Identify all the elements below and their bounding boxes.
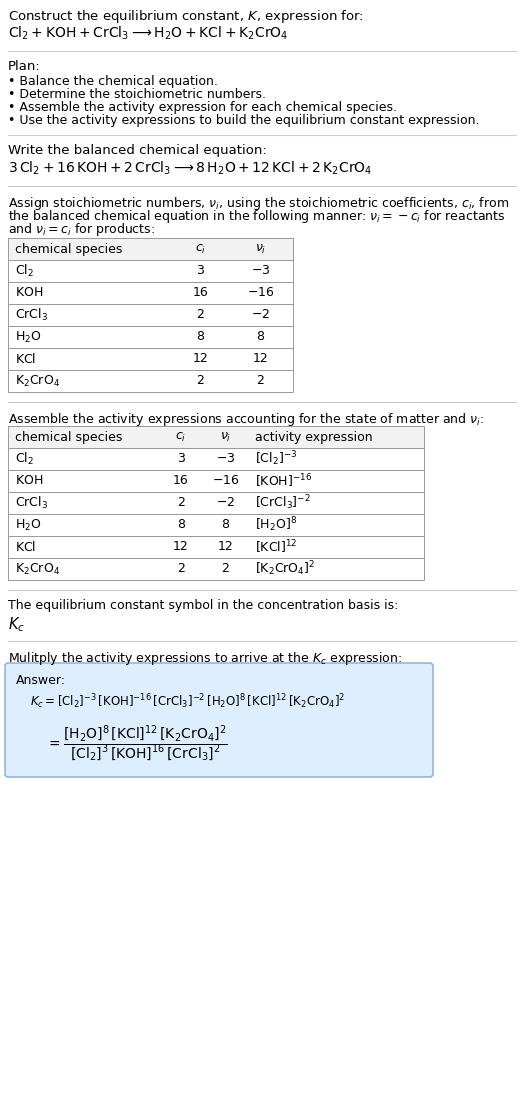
Text: $K_c$: $K_c$ — [8, 615, 25, 634]
Text: the balanced chemical equation in the following manner: $\nu_i = -c_i$ for react: the balanced chemical equation in the fo… — [8, 208, 506, 225]
Text: $-16$: $-16$ — [247, 287, 274, 300]
Text: $[\mathrm{CrCl_3}]^{-2}$: $[\mathrm{CrCl_3}]^{-2}$ — [255, 494, 311, 513]
Text: $[\mathrm{KOH}]^{-16}$: $[\mathrm{KOH}]^{-16}$ — [255, 472, 312, 490]
Bar — [8, 558, 424, 580]
Text: • Use the activity expressions to build the equilibrium constant expression.: • Use the activity expressions to build … — [8, 114, 479, 127]
Text: 12: 12 — [193, 353, 209, 365]
Bar — [8, 349, 293, 370]
Bar — [8, 492, 424, 514]
Text: $[\mathrm{Cl_2}]^{-3}$: $[\mathrm{Cl_2}]^{-3}$ — [255, 450, 297, 469]
Bar — [8, 448, 424, 470]
Text: chemical species: chemical species — [15, 243, 123, 256]
Text: 8: 8 — [177, 518, 185, 532]
Bar — [8, 514, 424, 536]
Text: 3: 3 — [196, 265, 204, 278]
Text: • Determine the stoichiometric numbers.: • Determine the stoichiometric numbers. — [8, 88, 266, 101]
Text: activity expression: activity expression — [255, 430, 373, 443]
Text: 2: 2 — [222, 563, 230, 576]
Text: $\mathrm{KOH}$: $\mathrm{KOH}$ — [15, 474, 43, 488]
Text: 8: 8 — [222, 518, 230, 532]
Text: 12: 12 — [253, 353, 268, 365]
Bar — [8, 238, 293, 260]
Text: $\mathrm{KOH}$: $\mathrm{KOH}$ — [15, 287, 43, 300]
Text: $-2$: $-2$ — [251, 309, 270, 321]
Text: 16: 16 — [193, 287, 209, 300]
Text: $\mathrm{3\,Cl_2 + 16\,KOH + 2\,CrCl_3 \longrightarrow 8\,H_2O + 12\,KCl + 2\,K_: $\mathrm{3\,Cl_2 + 16\,KOH + 2\,CrCl_3 \… — [8, 160, 373, 178]
Text: 12: 12 — [217, 540, 233, 554]
Text: $c_i$: $c_i$ — [195, 243, 206, 256]
Text: Mulitply the activity expressions to arrive at the $K_c$ expression:: Mulitply the activity expressions to arr… — [8, 650, 402, 667]
Text: $\mathrm{H_2O}$: $\mathrm{H_2O}$ — [15, 517, 41, 533]
Text: $\mathrm{H_2O}$: $\mathrm{H_2O}$ — [15, 330, 41, 344]
Text: $\nu_i$: $\nu_i$ — [220, 430, 231, 443]
Text: 12: 12 — [173, 540, 189, 554]
Text: $[\mathrm{KCl}]^{12}$: $[\mathrm{KCl}]^{12}$ — [255, 538, 298, 556]
Text: $\mathrm{Cl_2 + KOH + CrCl_3 \longrightarrow H_2O + KCl + K_2CrO_4}$: $\mathrm{Cl_2 + KOH + CrCl_3 \longrighta… — [8, 25, 288, 42]
Text: $[\mathrm{H_2O}]^{8}$: $[\mathrm{H_2O}]^{8}$ — [255, 515, 297, 534]
Text: $-2$: $-2$ — [216, 496, 235, 510]
Text: Construct the equilibrium constant, $K$, expression for:: Construct the equilibrium constant, $K$,… — [8, 8, 364, 25]
Bar — [8, 536, 424, 558]
Text: Assemble the activity expressions accounting for the state of matter and $\nu_i$: Assemble the activity expressions accoun… — [8, 411, 484, 428]
Text: $\nu_i$: $\nu_i$ — [255, 243, 266, 256]
Text: Plan:: Plan: — [8, 60, 41, 73]
Text: chemical species: chemical species — [15, 430, 123, 443]
Text: 8: 8 — [196, 331, 204, 343]
Text: Answer:: Answer: — [16, 674, 66, 687]
Text: 16: 16 — [173, 474, 189, 488]
Text: $= \dfrac{[\mathrm{H_2O}]^{8}\,[\mathrm{KCl}]^{12}\,[\mathrm{K_2CrO_4}]^{2}}{[\m: $= \dfrac{[\mathrm{H_2O}]^{8}\,[\mathrm{… — [46, 724, 228, 764]
Bar — [8, 370, 293, 392]
Text: $\mathrm{CrCl_3}$: $\mathrm{CrCl_3}$ — [15, 307, 48, 323]
Text: The equilibrium constant symbol in the concentration basis is:: The equilibrium constant symbol in the c… — [8, 599, 398, 612]
Text: 2: 2 — [196, 375, 204, 387]
Text: $\mathrm{CrCl_3}$: $\mathrm{CrCl_3}$ — [15, 495, 48, 511]
Text: Assign stoichiometric numbers, $\nu_i$, using the stoichiometric coefficients, $: Assign stoichiometric numbers, $\nu_i$, … — [8, 195, 509, 212]
Bar — [8, 470, 424, 492]
Text: Write the balanced chemical equation:: Write the balanced chemical equation: — [8, 144, 267, 157]
Text: • Assemble the activity expression for each chemical species.: • Assemble the activity expression for e… — [8, 101, 397, 114]
Text: 8: 8 — [257, 331, 265, 343]
Bar — [8, 426, 424, 448]
FancyBboxPatch shape — [5, 663, 433, 777]
Text: 2: 2 — [196, 309, 204, 321]
Bar — [8, 260, 293, 282]
Text: $\mathrm{K_2CrO_4}$: $\mathrm{K_2CrO_4}$ — [15, 374, 60, 388]
Text: $-3$: $-3$ — [251, 265, 270, 278]
Bar — [8, 326, 293, 349]
Text: $\mathrm{Cl_2}$: $\mathrm{Cl_2}$ — [15, 451, 34, 467]
Text: $[\mathrm{K_2CrO_4}]^{2}$: $[\mathrm{K_2CrO_4}]^{2}$ — [255, 559, 315, 578]
Text: 3: 3 — [177, 452, 185, 465]
Text: • Balance the chemical equation.: • Balance the chemical equation. — [8, 75, 218, 88]
Text: 2: 2 — [177, 563, 185, 576]
Text: $\mathrm{KCl}$: $\mathrm{KCl}$ — [15, 352, 36, 366]
Bar — [8, 282, 293, 304]
Text: $c_i$: $c_i$ — [176, 430, 187, 443]
Text: $\mathrm{K_2CrO_4}$: $\mathrm{K_2CrO_4}$ — [15, 561, 60, 577]
Text: $\mathrm{Cl_2}$: $\mathrm{Cl_2}$ — [15, 263, 34, 279]
Text: and $\nu_i = c_i$ for products:: and $\nu_i = c_i$ for products: — [8, 221, 155, 238]
Text: $K_c = [\mathrm{Cl_2}]^{-3}\,[\mathrm{KOH}]^{-16}\,[\mathrm{CrCl_3}]^{-2}\,[\mat: $K_c = [\mathrm{Cl_2}]^{-3}\,[\mathrm{KO… — [30, 692, 345, 710]
Text: $\mathrm{KCl}$: $\mathrm{KCl}$ — [15, 540, 36, 554]
Text: 2: 2 — [177, 496, 185, 510]
Text: $-3$: $-3$ — [216, 452, 235, 465]
Text: $-16$: $-16$ — [212, 474, 239, 488]
Text: 2: 2 — [257, 375, 265, 387]
Bar — [8, 304, 293, 326]
